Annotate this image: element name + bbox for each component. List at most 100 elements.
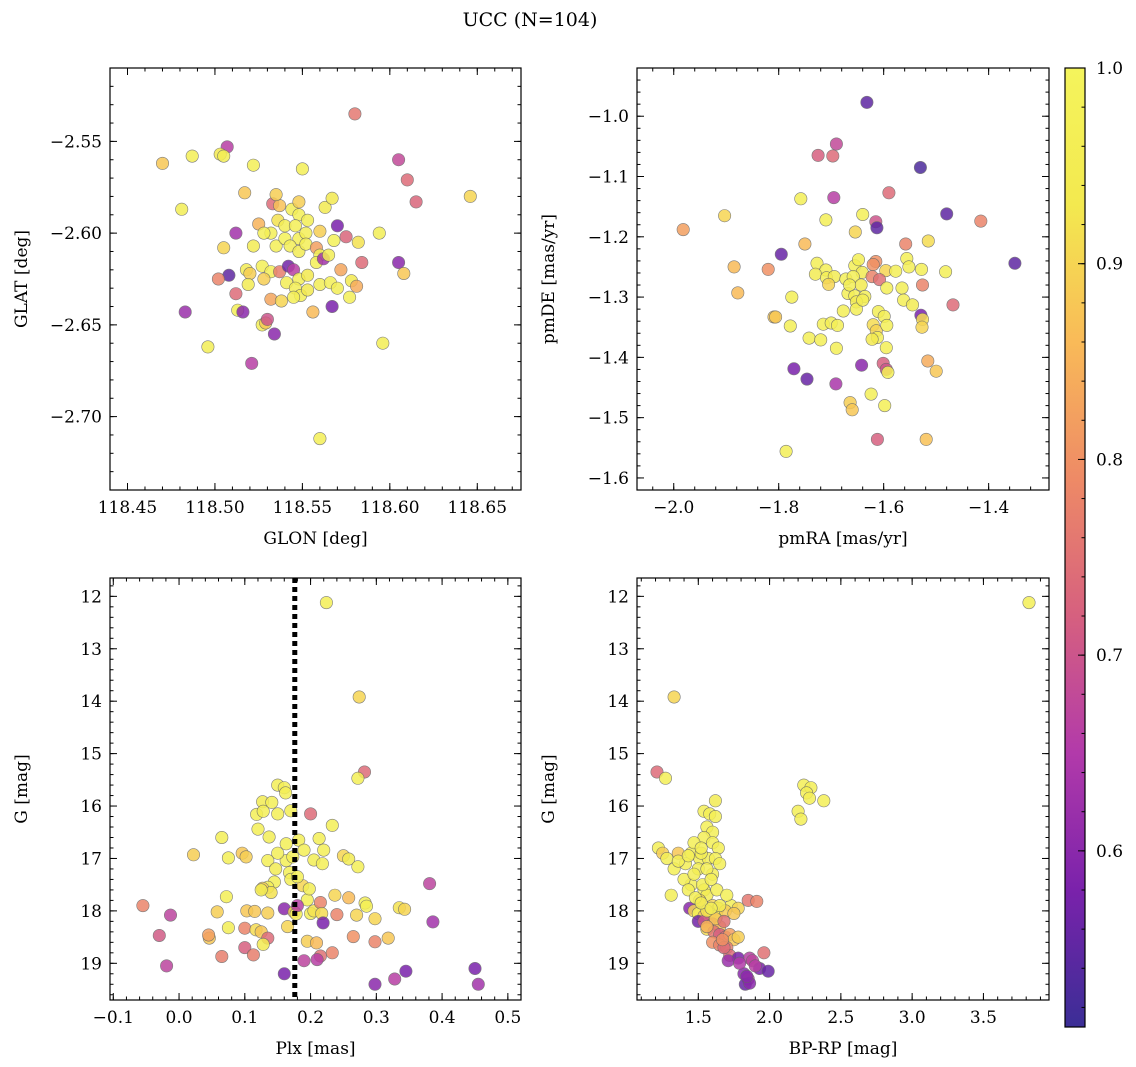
y-tick-label: 13 xyxy=(607,640,629,660)
data-point xyxy=(306,305,320,319)
y-tick-label: 12 xyxy=(80,587,102,607)
data-point xyxy=(301,213,315,227)
data-point xyxy=(295,162,309,176)
data-point xyxy=(325,191,339,205)
data-point xyxy=(310,953,324,967)
data-point xyxy=(748,959,762,973)
x-tick-label: 118.60 xyxy=(360,498,419,518)
data-point xyxy=(279,786,293,800)
data-point xyxy=(262,830,276,844)
data-point xyxy=(865,332,879,346)
data-point xyxy=(826,149,840,163)
y-tick-label: −2.65 xyxy=(50,316,102,336)
data-point xyxy=(866,257,880,271)
colorbar-tick-label: 0.8 xyxy=(1096,450,1123,470)
data-point xyxy=(731,286,745,300)
data-point xyxy=(327,234,341,248)
data-point xyxy=(304,807,318,821)
data-point xyxy=(750,894,764,908)
data-point xyxy=(398,902,412,916)
data-point xyxy=(829,377,843,391)
data-point xyxy=(175,202,189,216)
points-tl xyxy=(156,107,477,446)
data-point xyxy=(317,843,331,857)
data-point xyxy=(811,148,825,162)
axes-frame xyxy=(636,67,1050,491)
colorbar-gradient xyxy=(1065,68,1085,1027)
data-point xyxy=(800,372,814,386)
y-tick-label: −1.0 xyxy=(588,107,629,127)
colorbar-tick-label: 0.9 xyxy=(1096,255,1123,275)
data-point xyxy=(322,248,336,262)
data-point xyxy=(164,908,178,922)
data-point xyxy=(368,977,382,991)
data-point xyxy=(856,208,870,222)
data-point xyxy=(246,158,260,172)
y-tick-label: 16 xyxy=(80,797,102,817)
data-point xyxy=(880,281,894,295)
data-point xyxy=(700,920,714,934)
y-tick-label: −2.60 xyxy=(50,224,102,244)
data-point xyxy=(919,432,933,446)
x-tick-label: 0.5 xyxy=(494,1008,521,1028)
x-tick-label: 118.65 xyxy=(448,498,507,518)
data-point xyxy=(785,290,799,304)
x-tick-label: 3.0 xyxy=(899,1008,926,1028)
y-axis-label: G [mag] xyxy=(12,754,32,823)
data-point xyxy=(913,161,927,175)
data-point xyxy=(260,312,274,326)
axes-frame xyxy=(109,577,522,1001)
data-point xyxy=(297,954,311,968)
data-point xyxy=(409,195,423,209)
data-point xyxy=(929,364,943,378)
data-point xyxy=(794,812,808,826)
data-point xyxy=(895,281,909,295)
y-tick-label: −1.6 xyxy=(588,469,629,489)
data-point xyxy=(152,928,166,942)
data-point xyxy=(312,831,326,845)
data-point xyxy=(210,905,224,919)
y-tick-label: 19 xyxy=(80,954,102,974)
data-point xyxy=(325,818,339,832)
data-point xyxy=(757,946,771,960)
x-axis-label: pmRA [mas/yr] xyxy=(778,529,907,549)
x-tick-label: 118.50 xyxy=(185,498,244,518)
data-point xyxy=(860,95,874,109)
data-point xyxy=(388,972,402,986)
data-point xyxy=(277,967,291,981)
data-point xyxy=(292,195,306,209)
data-point xyxy=(710,883,724,897)
data-point xyxy=(779,444,793,458)
x-tick-label: 118.45 xyxy=(98,498,157,518)
data-point xyxy=(704,872,718,886)
y-axis-label: pmDE [mas/yr] xyxy=(539,214,559,344)
data-point xyxy=(914,262,928,276)
data-point xyxy=(301,268,315,282)
data-point xyxy=(273,199,287,213)
data-point xyxy=(376,336,390,350)
panel-bl: −0.1 0.0 0.1 0.2 0.3 0.4 0.5 12 13 14 15 16 17 18 19 Pl… xyxy=(12,577,522,1059)
data-point xyxy=(351,235,365,249)
data-point xyxy=(761,964,775,978)
data-point xyxy=(905,298,919,312)
data-point xyxy=(346,930,360,944)
data-point xyxy=(854,278,868,292)
y-tick-label: 13 xyxy=(80,640,102,660)
data-point xyxy=(316,916,330,930)
data-point xyxy=(802,791,816,805)
data-point xyxy=(829,137,843,151)
data-point xyxy=(915,320,929,334)
data-point xyxy=(368,912,382,926)
y-axis-label: GLAT [deg] xyxy=(12,230,32,328)
data-point xyxy=(658,771,672,785)
y-tick-label: −1.3 xyxy=(588,288,629,308)
colorbar: 0.6 0.7 0.8 0.9 1.0 xyxy=(1064,59,1123,1028)
data-point xyxy=(733,956,747,970)
data-point xyxy=(267,327,281,341)
data-point xyxy=(946,298,960,312)
x-tick-label: 2.5 xyxy=(827,1008,854,1028)
data-point xyxy=(330,219,344,233)
data-point xyxy=(271,807,285,821)
data-point xyxy=(313,224,327,238)
